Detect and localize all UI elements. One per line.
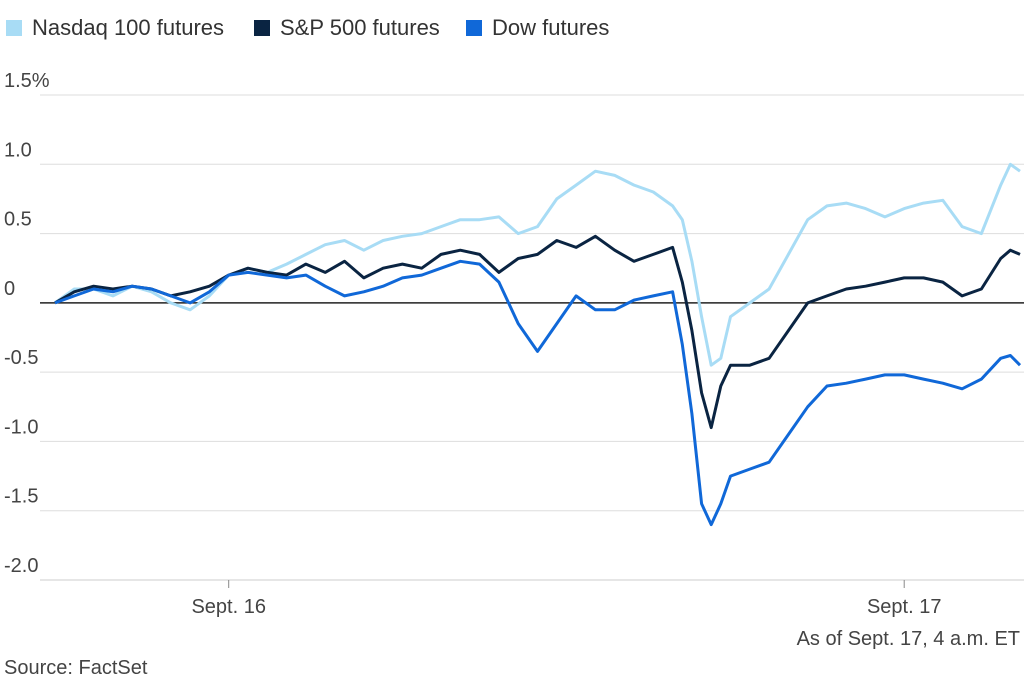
as-of-annotation: As of Sept. 17, 4 a.m. ET — [797, 628, 1020, 650]
y-tick-label: 1.0 — [4, 139, 32, 161]
y-tick-label: -1.5 — [4, 486, 38, 508]
legend-swatch-dow — [466, 20, 482, 36]
gridlines — [40, 94, 1024, 581]
legend-label-nasdaq: Nasdaq 100 futures — [32, 15, 224, 40]
y-tick-label: -2.0 — [4, 555, 38, 577]
series-line-sp500 — [54, 234, 1021, 430]
y-tick-label: 0.5 — [4, 209, 32, 231]
x-tick-label: Sept. 16 — [191, 596, 266, 618]
x-tick-label: Sept. 17 — [867, 596, 942, 618]
y-tick-label: -1.0 — [4, 416, 38, 438]
legend-swatch-sp500 — [254, 20, 270, 36]
chart-legend: Nasdaq 100 futures S&P 500 futures Dow f… — [6, 15, 609, 40]
y-tick-label: 0 — [4, 278, 15, 300]
legend-label-dow: Dow futures — [492, 15, 609, 40]
source-note: Source: FactSet — [4, 657, 148, 679]
x-axis-ticks: Sept. 16 Sept. 17 — [191, 580, 941, 618]
legend-swatch-nasdaq — [6, 20, 22, 36]
series-line-dow — [54, 259, 1022, 527]
y-tick-label: 1.5% — [4, 70, 50, 92]
y-axis-ticks: 1.5% 1.0 0.5 0 -0.5 -1.0 -1.5 -2.0 — [4, 70, 50, 577]
series-lines — [54, 162, 1022, 527]
series-line-nasdaq — [54, 162, 1021, 367]
y-tick-label: -0.5 — [4, 347, 38, 369]
legend-label-sp500: S&P 500 futures — [280, 15, 440, 40]
